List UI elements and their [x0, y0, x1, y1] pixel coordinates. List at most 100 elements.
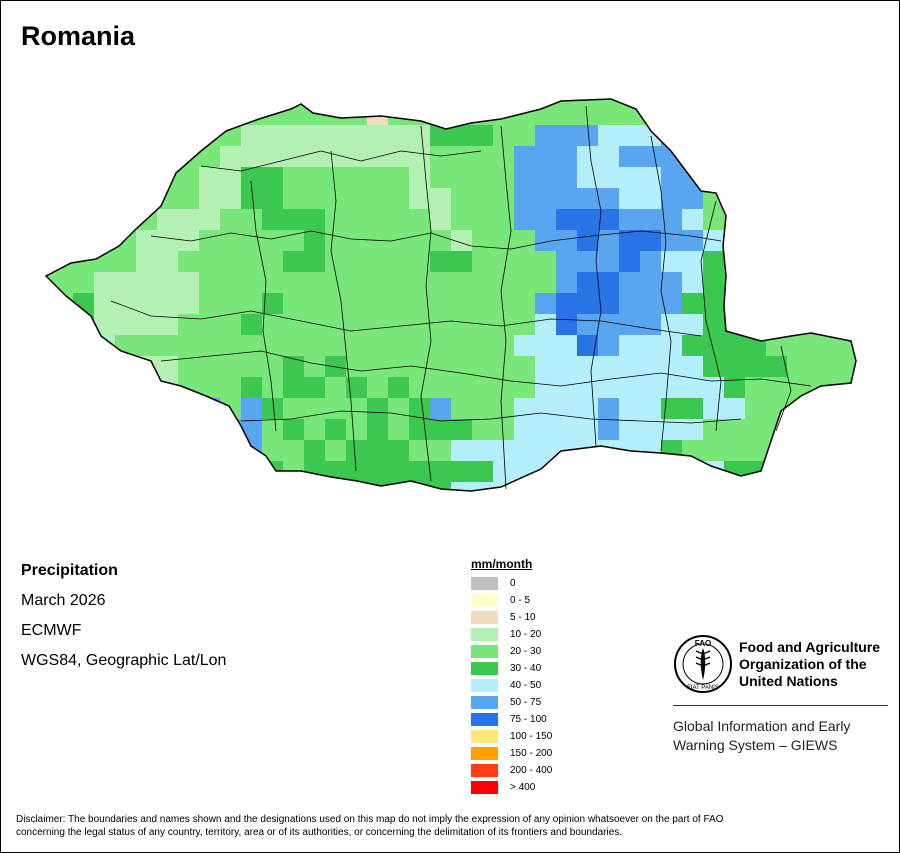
- grid-cell: [178, 377, 199, 398]
- grid-cell: [514, 293, 535, 314]
- fao-logo-ring-text: FIAT PANIS: [687, 685, 719, 691]
- grid-cell: [367, 503, 388, 524]
- grid-cell: [703, 419, 724, 440]
- grid-cell: [703, 503, 724, 524]
- grid-cell: [472, 524, 493, 545]
- grid-cell: [346, 272, 367, 293]
- grid-cell: [577, 272, 598, 293]
- grid-cell: [661, 335, 682, 356]
- grid-cell: [325, 209, 346, 230]
- grid-cell: [451, 293, 472, 314]
- grid-cell: [241, 335, 262, 356]
- grid-cell: [703, 314, 724, 335]
- grid-cell: [220, 461, 241, 482]
- grid-cell: [283, 356, 304, 377]
- grid-cell: [598, 167, 619, 188]
- grid-cell: [682, 314, 703, 335]
- grid-cell: [556, 146, 577, 167]
- country-border: [44, 98, 857, 492]
- grid-cell: [409, 524, 430, 545]
- grid-cell: [619, 419, 640, 440]
- grid-cell: [493, 503, 514, 524]
- grid-cell: [94, 293, 115, 314]
- grid-cell: [178, 251, 199, 272]
- grid-cell: [640, 293, 661, 314]
- legend-swatch: [471, 713, 498, 726]
- grid-cell: [598, 440, 619, 461]
- grid-cell: [598, 482, 619, 491]
- precipitation-map: [44, 98, 857, 561]
- grid-cell: [640, 524, 661, 545]
- grid-cell: [346, 440, 367, 461]
- grid-cell: [199, 440, 220, 461]
- grid-cell: [304, 545, 325, 561]
- grid-cell: [493, 272, 514, 293]
- grid-cell: [367, 251, 388, 272]
- grid-cell: [409, 335, 430, 356]
- grid-cell: [535, 251, 556, 272]
- grid-cell: [367, 398, 388, 419]
- grid-cell: [409, 125, 430, 146]
- grid-cell: [640, 503, 661, 524]
- grid-cell: [535, 440, 556, 461]
- grid-cell: [325, 293, 346, 314]
- grid-cell: [661, 251, 682, 272]
- legend-label: 30 - 40: [510, 663, 542, 674]
- grid-cell: [241, 419, 262, 440]
- grid-cell: [262, 524, 283, 545]
- legend-label: 75 - 100: [510, 714, 547, 725]
- legend-swatch: [471, 730, 498, 743]
- grid-cell: [661, 419, 682, 440]
- grid-cell: [682, 440, 703, 461]
- grid-cell: [283, 272, 304, 293]
- grid-cell: [346, 167, 367, 188]
- grid-cell: [451, 482, 472, 491]
- grid-cell: [157, 272, 178, 293]
- grid-cell: [787, 419, 808, 440]
- grid-cell: [556, 188, 577, 209]
- grid-cell: [388, 167, 409, 188]
- grid-cell: [388, 440, 409, 461]
- grid-cell: [451, 272, 472, 293]
- grid-cell: [94, 314, 115, 335]
- grid-cell: [640, 335, 661, 356]
- grid-cell: [493, 524, 514, 545]
- grid-cell: [472, 293, 493, 314]
- grid-cell: [430, 293, 451, 314]
- grid-cell: [640, 167, 661, 188]
- grid-cell: [661, 440, 682, 461]
- grid-cell: [388, 146, 409, 167]
- grid-cell: [430, 545, 451, 561]
- grid-cell: [577, 125, 598, 146]
- grid-cell: [745, 440, 766, 461]
- grid-cell: [514, 356, 535, 377]
- grid-cell: [514, 335, 535, 356]
- legend-swatch: [471, 662, 498, 675]
- grid-cell: [325, 272, 346, 293]
- grid-cell: [535, 398, 556, 419]
- grid-cell: [325, 167, 346, 188]
- grid-cell: [556, 482, 577, 491]
- grid-cell: [661, 356, 682, 377]
- grid-cell: [472, 146, 493, 167]
- grid-cell: [304, 440, 325, 461]
- grid-cell: [598, 356, 619, 377]
- grid-cell: [409, 188, 430, 209]
- grid-cell: [598, 461, 619, 482]
- grid-cell: [262, 167, 283, 188]
- grid-cell: [388, 335, 409, 356]
- grid-cell: [493, 251, 514, 272]
- grid-cell: [619, 482, 640, 491]
- grid-cell: [388, 461, 409, 482]
- grid-cell: [241, 251, 262, 272]
- date-label: March 2026: [21, 592, 106, 609]
- legend-label: 0: [510, 578, 516, 589]
- grid-cell: [178, 440, 199, 461]
- grid-cell: [304, 209, 325, 230]
- grid-cell: [304, 398, 325, 419]
- grid-cell: [514, 188, 535, 209]
- grid-cell: [682, 272, 703, 293]
- grid-cell: [514, 230, 535, 251]
- legend-label: 20 - 30: [510, 646, 542, 657]
- grid-cell: [577, 230, 598, 251]
